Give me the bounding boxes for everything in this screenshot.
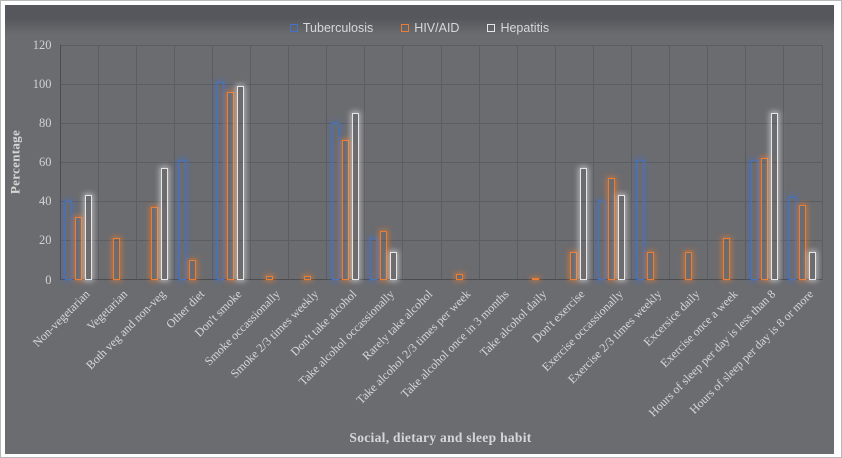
bar-hiv-aid xyxy=(456,273,464,280)
y-tick-label: 60 xyxy=(39,155,52,169)
y-tick-label: 40 xyxy=(39,194,52,209)
bar-hepatitis xyxy=(161,167,169,280)
y-tick-label: 100 xyxy=(32,76,52,91)
y-tick-label: 0 xyxy=(45,272,52,287)
v-gridline xyxy=(516,44,518,280)
v-gridline xyxy=(592,44,594,280)
v-gridline xyxy=(821,44,823,280)
bar-tuberculosis xyxy=(217,81,225,280)
legend: Tuberculosis HIV/AID Hepatitis xyxy=(5,20,834,36)
bar-tuberculosis xyxy=(179,160,187,280)
bar-hepatitis xyxy=(580,167,588,280)
legend-marker-hepatitis-icon xyxy=(487,24,496,32)
y-tick-label: 120 xyxy=(32,37,52,52)
bar-tuberculosis xyxy=(331,122,339,280)
bar-tuberculosis xyxy=(788,197,796,280)
v-gridline xyxy=(707,44,709,280)
bar-hiv-aid xyxy=(265,275,273,280)
y-tick-label: 80 xyxy=(39,115,52,130)
x-axis-line xyxy=(59,278,822,280)
v-gridline xyxy=(402,44,404,280)
x-category-label: Don't take alcohol xyxy=(287,286,360,359)
legend-item-hiv-aid: HIV/AID xyxy=(401,21,459,35)
v-gridline xyxy=(783,44,785,280)
bar-tuberculosis xyxy=(750,160,758,280)
bar-hiv-aid xyxy=(189,259,197,280)
v-gridline xyxy=(478,44,480,280)
v-gridline xyxy=(326,44,328,280)
bar-hepatitis xyxy=(351,113,359,280)
bar-hiv-aid xyxy=(760,158,768,280)
v-gridline xyxy=(97,44,99,280)
v-gridline xyxy=(554,44,556,280)
y-axis-line xyxy=(59,44,61,280)
x-axis-title: Social, dietary and sleep habit xyxy=(349,430,532,445)
legend-label-hiv-aid: HIV/AID xyxy=(414,21,460,35)
plot-area xyxy=(59,44,823,280)
bar-tuberculosis xyxy=(598,201,606,280)
bar-hiv-aid xyxy=(798,205,806,280)
v-gridline xyxy=(745,44,747,280)
bar-hepatitis xyxy=(770,113,778,280)
bar-hepatitis xyxy=(237,85,245,280)
bar-hiv-aid xyxy=(646,252,654,280)
bar-hiv-aid xyxy=(341,140,349,280)
bar-hepatitis xyxy=(85,195,93,280)
bar-hiv-aid xyxy=(684,252,692,280)
bar-hiv-aid xyxy=(75,216,83,280)
bar-tuberculosis xyxy=(65,201,73,280)
bar-hiv-aid xyxy=(570,252,578,280)
v-gridline xyxy=(135,44,137,280)
legend-item-tuberculosis: Tuberculosis xyxy=(289,21,374,35)
x-category-label: Non-vegetarian xyxy=(29,286,93,350)
v-gridline xyxy=(440,44,442,280)
bar-hiv-aid xyxy=(379,230,387,280)
bar-hiv-aid xyxy=(722,238,730,280)
bar-hepatitis xyxy=(618,195,626,280)
legend-marker-hiv-aid-icon xyxy=(401,24,410,32)
bar-hiv-aid xyxy=(113,238,121,280)
legend-label-hepatitis: Hepatitis xyxy=(500,21,550,35)
legend-item-hepatitis: Hepatitis xyxy=(487,21,549,35)
y-tick-label: 20 xyxy=(39,233,52,248)
v-gridline xyxy=(173,44,175,280)
v-gridline xyxy=(250,44,251,280)
v-gridline xyxy=(288,44,290,280)
bar-hepatitis xyxy=(808,252,816,280)
v-gridline xyxy=(364,44,366,280)
v-gridline xyxy=(631,44,632,280)
v-gridline xyxy=(669,44,671,280)
bar-hiv-aid xyxy=(532,277,540,280)
legend-label-tuberculosis: Tuberculosis xyxy=(302,21,374,35)
bar-chart: Tuberculosis HIV/AID Hepatitis Percentag… xyxy=(5,5,834,454)
bar-hiv-aid xyxy=(303,275,311,280)
bar-hiv-aid xyxy=(151,207,159,280)
v-gridline xyxy=(211,44,213,280)
bar-hiv-aid xyxy=(608,177,616,280)
bar-hiv-aid xyxy=(227,91,235,280)
legend-marker-tuberculosis-icon xyxy=(289,24,298,32)
bar-hepatitis xyxy=(389,252,397,280)
x-category-label: Take alcohol daily xyxy=(477,286,550,359)
bar-tuberculosis xyxy=(369,238,377,280)
bar-tuberculosis xyxy=(636,160,644,280)
